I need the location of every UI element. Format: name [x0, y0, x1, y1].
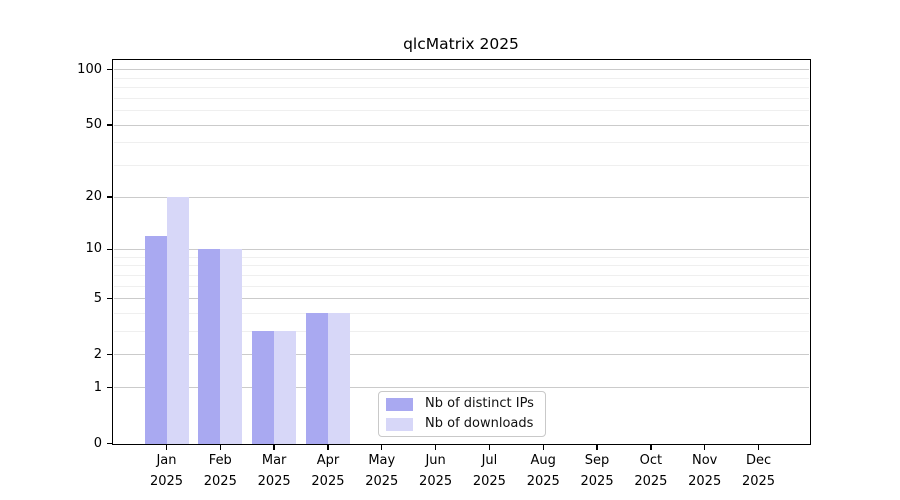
gridline-major-2 — [114, 354, 809, 356]
gridline-minor-90 — [114, 77, 809, 79]
y-axis-tick-5 — [106, 297, 113, 300]
gridline-minor-70 — [114, 97, 809, 99]
x-axis-tick-feb — [219, 445, 221, 451]
x-axis-label-mar: Mar 2025 — [257, 453, 291, 489]
y-axis-label-100: 100 — [77, 61, 102, 77]
bar-nb-of-distinct-ips-apr — [305, 313, 328, 445]
bar-nb-of-distinct-ips-mar — [252, 331, 275, 445]
x-axis-label-may: May 2025 — [365, 453, 399, 489]
bar-nb-of-downloads-feb — [220, 249, 243, 445]
x-axis-label-sep: Sep 2025 — [580, 453, 614, 489]
y-axis-tick-10 — [106, 248, 113, 251]
y-axis-label-10: 10 — [85, 241, 102, 257]
y-axis-tick-20 — [106, 196, 113, 198]
gridline-major-10 — [114, 248, 809, 250]
x-axis-label-jul: Jul 2025 — [472, 453, 506, 489]
x-axis-label-apr: Apr 2025 — [311, 453, 345, 489]
y-axis-label-1: 1 — [93, 379, 102, 395]
y-axis-label-0: 0 — [93, 435, 102, 451]
legend-label-distinct-ips: Nb of distinct IPs — [425, 396, 534, 411]
gridline-minor-9 — [114, 256, 809, 258]
bar-nb-of-distinct-ips-feb — [198, 249, 221, 445]
x-axis-tick-mar — [273, 445, 275, 451]
x-axis-tick-may — [381, 445, 383, 451]
y-axis-tick-0 — [106, 443, 113, 445]
gridline-major-5 — [114, 298, 809, 300]
x-axis-label-dec: Dec 2025 — [741, 453, 776, 489]
x-axis-label-jan: Jan 2025 — [149, 453, 184, 489]
legend-label-downloads: Nb of downloads — [425, 416, 534, 431]
gridline-minor-7 — [114, 274, 809, 276]
x-axis-tick-aug — [542, 445, 544, 451]
gridline-minor-4 — [114, 312, 809, 314]
y-axis-tick-50 — [106, 124, 113, 126]
y-axis-label-50: 50 — [85, 117, 102, 133]
x-axis-tick-oct — [650, 445, 652, 451]
gridline-minor-3 — [114, 330, 809, 332]
gridline-minor-60 — [114, 110, 809, 112]
x-axis-label-jun: Jun 2025 — [419, 453, 453, 489]
gridline-minor-8 — [114, 265, 809, 267]
gridline-minor-40 — [114, 142, 809, 144]
legend-item-downloads: Nb of downloads — [386, 416, 545, 432]
bar-nb-of-downloads-jan — [166, 197, 189, 445]
x-axis-label-nov: Nov 2025 — [688, 453, 722, 489]
y-axis-label-5: 5 — [93, 290, 102, 306]
x-axis-tick-jan — [165, 445, 168, 451]
x-axis-tick-nov — [704, 445, 706, 451]
chart-title: qlcMatrix 2025 — [403, 35, 519, 53]
x-axis-tick-apr — [327, 445, 329, 451]
x-axis-label-feb: Feb 2025 — [203, 453, 237, 489]
y-axis-tick-100 — [106, 69, 113, 71]
legend-swatch-downloads — [386, 417, 413, 431]
gridline-major-1 — [114, 387, 809, 389]
y-axis-label-20: 20 — [85, 189, 102, 205]
y-axis-tick-2 — [106, 354, 113, 356]
bar-nb-of-downloads-apr — [327, 313, 350, 445]
gridline-major-100 — [114, 69, 809, 71]
legend-swatch-distinct-ips — [386, 397, 413, 411]
gridline-minor-80 — [114, 87, 809, 89]
legend-item-distinct-ips: Nb of distinct IPs — [386, 396, 545, 412]
bar-nb-of-distinct-ips-jan — [144, 235, 167, 445]
bar-nb-of-downloads-mar — [274, 331, 297, 445]
y-axis-label-2: 2 — [93, 346, 102, 362]
x-axis-label-oct: Oct 2025 — [634, 453, 668, 489]
gridline-major-20 — [114, 196, 809, 198]
gridline-minor-6 — [114, 285, 809, 287]
gridline-major-50 — [114, 124, 809, 126]
legend: Nb of distinct IPs Nb of downloads — [378, 391, 546, 437]
y-axis-tick-1 — [106, 386, 113, 389]
x-axis-tick-jun — [434, 445, 437, 451]
x-axis-label-aug: Aug 2025 — [526, 453, 560, 489]
x-axis-tick-dec — [757, 445, 760, 451]
x-axis-tick-sep — [596, 445, 598, 451]
gridline-minor-30 — [114, 165, 809, 166]
x-axis-tick-jul — [488, 445, 491, 451]
